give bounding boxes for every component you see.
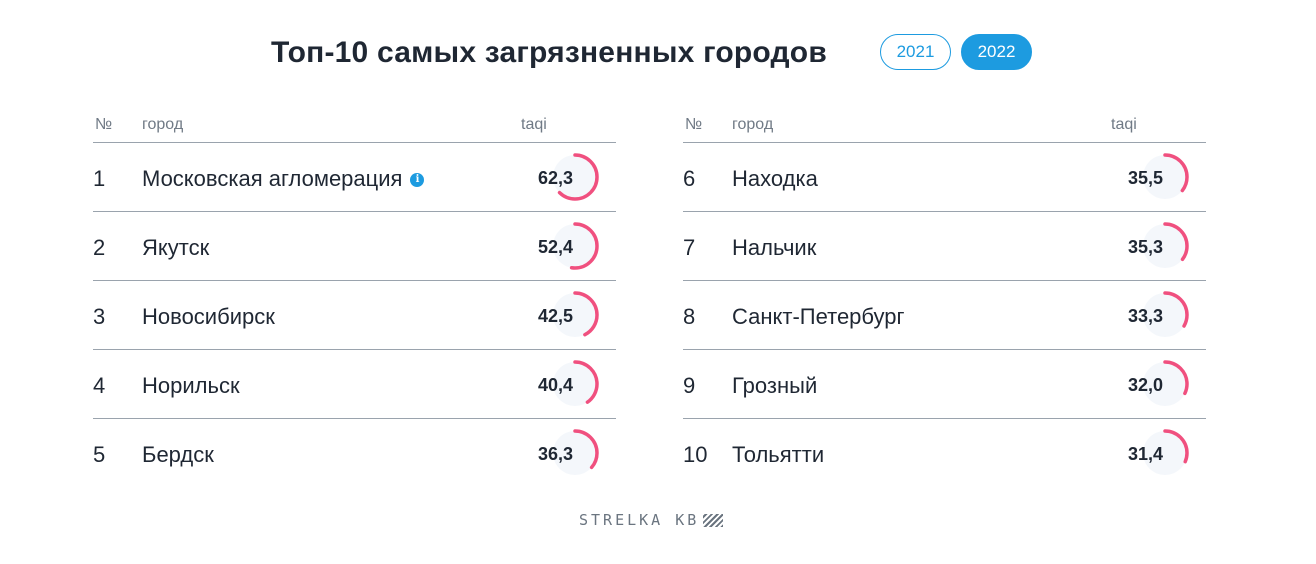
row-rank: 5 <box>93 442 106 467</box>
taqi-value: 35,5 <box>1127 168 1163 188</box>
gauge-track <box>1143 431 1187 475</box>
row-rank: 9 <box>683 373 696 398</box>
taqi-gauge <box>551 153 599 201</box>
table-row: 8 Санкт-Петербург 33,3 <box>683 281 1206 350</box>
taqi-value: 52,4 <box>537 237 573 257</box>
row-city-name: Грозный <box>732 373 818 398</box>
row-rank: 7 <box>683 235 696 260</box>
row-rank: 4 <box>93 373 106 398</box>
row-city-name: Московская агломерация <box>142 166 403 191</box>
taqi-value: 35,3 <box>1127 237 1163 257</box>
taqi-value: 36,3 <box>537 444 573 464</box>
brand-name: STRELKA KB <box>579 511 700 529</box>
taqi-gauge <box>551 429 599 477</box>
gauge-track <box>553 293 597 337</box>
column-header-city: город <box>732 116 774 133</box>
taqi-gauge <box>1141 360 1189 408</box>
row-city: Находка <box>732 166 818 192</box>
taqi-value: 42,5 <box>537 306 573 326</box>
table-row: 4 Норильск 40,4 <box>93 350 616 419</box>
ranking-table-left: № город taqi 1 Московская агломерация i 62,… <box>93 106 616 488</box>
row-city-name: Нальчик <box>732 235 817 260</box>
gauge-track <box>1143 155 1187 199</box>
info-icon[interactable]: i <box>410 173 425 187</box>
taqi-gauge <box>1141 222 1189 270</box>
gauge-arc <box>551 291 599 339</box>
taqi-value: 32,0 <box>1127 375 1163 395</box>
row-city-name: Бердск <box>142 442 214 467</box>
table-row: 10 Тольятти 31,4 <box>683 419 1206 488</box>
table-row: 2 Якутск 52,4 <box>93 212 616 281</box>
gauge-track <box>1143 224 1187 268</box>
row-city: Бердск <box>142 442 214 468</box>
footer-brand: STRELKA KB <box>579 511 724 529</box>
taqi-value: 40,4 <box>537 375 573 395</box>
ranking-table-right: № город taqi 6 Находка 35,5 7 Нальчик 35,3 8 Са… <box>683 106 1206 488</box>
gauge-track <box>1143 293 1187 337</box>
row-city: Санкт-Петербург <box>732 304 905 330</box>
taqi-value: 31,4 <box>1127 444 1163 464</box>
taqi-value: 33,3 <box>1127 306 1163 326</box>
gauge-arc <box>551 222 599 270</box>
gauge-arc <box>551 360 599 408</box>
row-rank: 6 <box>683 166 696 191</box>
row-city: Якутск <box>142 235 209 261</box>
column-header-taqi: taqi <box>1111 116 1137 133</box>
row-city-name: Находка <box>732 166 818 191</box>
gauge-arc <box>1141 429 1189 477</box>
column-header-taqi: taqi <box>521 116 547 133</box>
taqi-gauge <box>551 360 599 408</box>
gauge-track <box>1143 362 1187 406</box>
table-header: № город taqi <box>93 106 616 143</box>
taqi-value: 62,3 <box>537 168 573 188</box>
gauge-arc <box>1141 291 1189 339</box>
gauge-arc <box>1141 360 1189 408</box>
row-rank: 3 <box>93 304 106 329</box>
row-city-name: Санкт-Петербург <box>732 304 905 329</box>
table-header: № город taqi <box>683 106 1206 143</box>
row-city-name: Тольятти <box>732 442 825 467</box>
column-header-number: № <box>685 116 703 133</box>
row-city-name: Якутск <box>142 235 210 260</box>
row-city-name: Новосибирск <box>142 304 275 329</box>
column-header-number: № <box>95 116 113 133</box>
gauge-track <box>553 224 597 268</box>
row-city: Тольятти <box>732 442 824 468</box>
gauge-track <box>553 155 597 199</box>
hatched-logo-icon <box>703 513 724 527</box>
row-city: Грозный <box>732 373 817 399</box>
row-rank: 8 <box>683 304 696 329</box>
table-row: 6 Находка 35,5 <box>683 143 1206 212</box>
page-title: Топ-10 самых загрязненных городов <box>271 36 827 69</box>
taqi-gauge <box>1141 429 1189 477</box>
taqi-gauge <box>551 291 599 339</box>
row-rank: 1 <box>93 166 106 191</box>
gauge-arc <box>551 429 599 477</box>
row-city: Московская агломерация i <box>142 166 425 192</box>
gauge-arc <box>1141 153 1189 201</box>
gauge-track <box>553 431 597 475</box>
taqi-gauge <box>551 222 599 270</box>
gauge-arc <box>551 153 599 201</box>
table-row: 9 Грозный 32,0 <box>683 350 1206 419</box>
year-button-2021[interactable]: 2021 <box>880 34 951 70</box>
row-rank: 10 <box>683 442 708 467</box>
row-city: Нальчик <box>732 235 816 261</box>
table-row: 7 Нальчик 35,3 <box>683 212 1206 281</box>
row-city: Норильск <box>142 373 240 399</box>
row-rank: 2 <box>93 235 106 260</box>
year-button-2022[interactable]: 2022 <box>961 34 1032 70</box>
gauge-track <box>553 362 597 406</box>
taqi-gauge <box>1141 153 1189 201</box>
row-city-name: Норильск <box>142 373 240 398</box>
table-row: 3 Новосибирск 42,5 <box>93 281 616 350</box>
taqi-gauge <box>1141 291 1189 339</box>
gauge-arc <box>1141 222 1189 270</box>
row-city: Новосибирск <box>142 304 275 330</box>
table-row: 5 Бердск 36,3 <box>93 419 616 488</box>
table-row: 1 Московская агломерация i 62,3 <box>93 143 616 212</box>
column-header-city: город <box>142 116 184 133</box>
